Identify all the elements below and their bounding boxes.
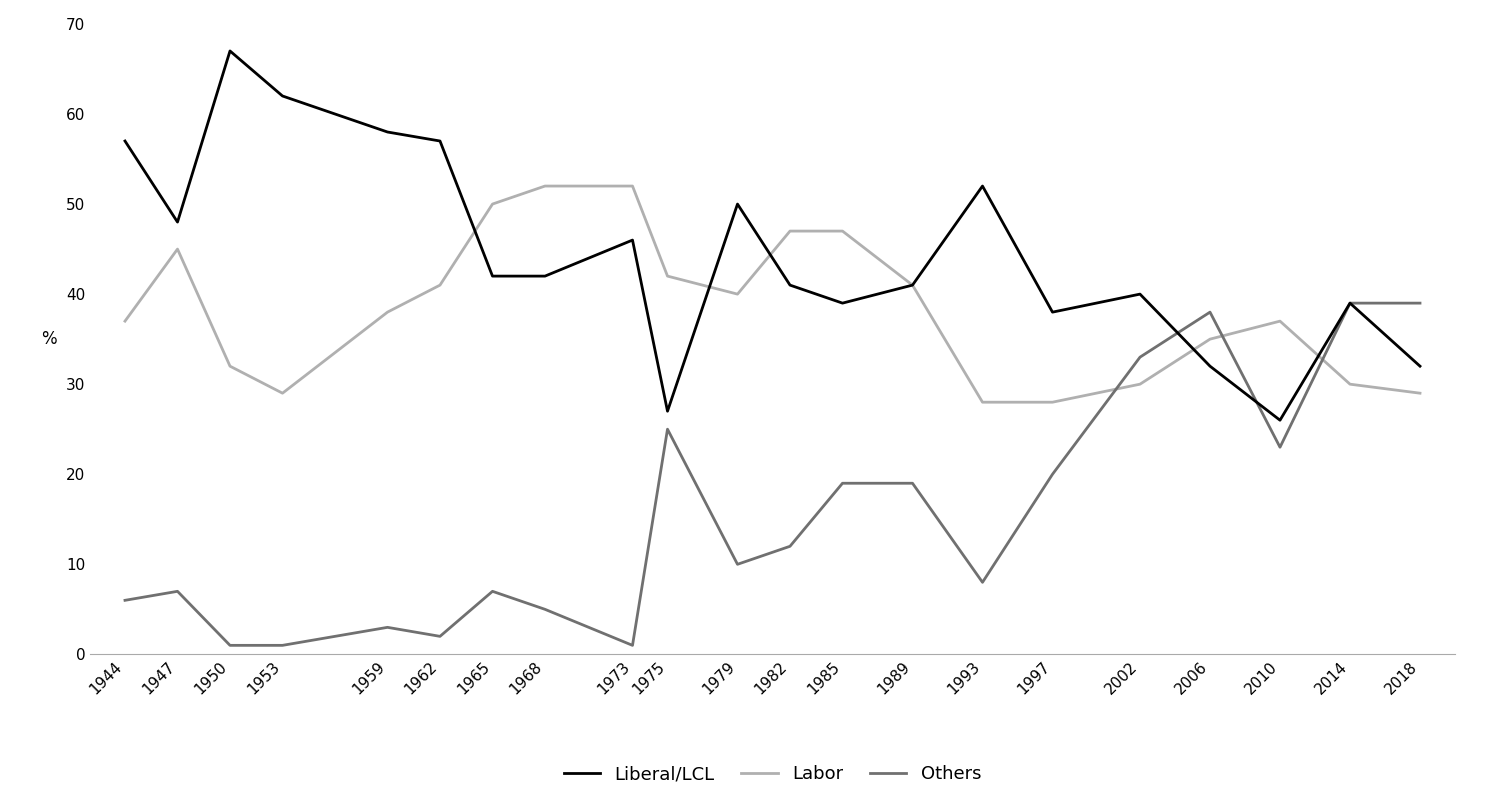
Others [536, 605, 554, 614]
Labor [273, 389, 291, 398]
Liberal/LCL [220, 46, 238, 56]
Legend: Liberal/LCL, Labor, Others: Liberal/LCL, Labor, Others [556, 758, 988, 790]
Labor [116, 316, 134, 326]
Others [116, 595, 134, 605]
Y-axis label: %: % [42, 330, 57, 348]
Others [1044, 469, 1062, 479]
Others [378, 622, 396, 632]
Labor [1412, 389, 1430, 398]
Labor [378, 307, 396, 317]
Others [903, 479, 921, 488]
Others [483, 587, 501, 596]
Liberal/LCL [658, 406, 676, 416]
Liberal/LCL [1202, 361, 1219, 371]
Line: Others: Others [124, 303, 1420, 646]
Others [220, 641, 238, 650]
Others [658, 425, 676, 434]
Liberal/LCL [1044, 307, 1062, 317]
Liberal/LCL [168, 217, 186, 227]
Labor [782, 227, 800, 236]
Liberal/LCL [1131, 290, 1149, 299]
Labor [1044, 397, 1062, 407]
Liberal/LCL [430, 136, 448, 146]
Others [168, 587, 186, 596]
Liberal/LCL [903, 280, 921, 290]
Labor [1202, 334, 1219, 344]
Liberal/LCL [536, 271, 554, 281]
Others [1412, 298, 1430, 308]
Labor [1131, 379, 1149, 389]
Liberal/LCL [378, 127, 396, 136]
Others [729, 559, 747, 569]
Line: Labor: Labor [124, 186, 1420, 402]
Others [834, 479, 852, 488]
Others [1202, 307, 1219, 317]
Labor [1270, 316, 1288, 326]
Labor [903, 280, 921, 290]
Labor [624, 181, 642, 191]
Liberal/LCL [483, 271, 501, 281]
Others [1341, 298, 1359, 308]
Liberal/LCL [782, 280, 800, 290]
Liberal/LCL [729, 200, 747, 209]
Liberal/LCL [624, 235, 642, 245]
Labor [168, 244, 186, 254]
Liberal/LCL [116, 136, 134, 146]
Labor [536, 181, 554, 191]
Others [273, 641, 291, 650]
Liberal/LCL [1270, 416, 1288, 425]
Others [624, 641, 642, 650]
Liberal/LCL [1341, 298, 1359, 308]
Liberal/LCL [974, 181, 992, 191]
Labor [483, 200, 501, 209]
Labor [220, 361, 238, 371]
Others [974, 578, 992, 587]
Labor [430, 280, 448, 290]
Labor [658, 271, 676, 281]
Others [430, 631, 448, 641]
Line: Liberal/LCL: Liberal/LCL [124, 51, 1420, 421]
Labor [834, 227, 852, 236]
Others [1131, 353, 1149, 362]
Liberal/LCL [273, 91, 291, 101]
Liberal/LCL [834, 298, 852, 308]
Others [1270, 442, 1288, 452]
Labor [729, 290, 747, 299]
Liberal/LCL [1412, 361, 1430, 371]
Labor [1341, 379, 1359, 389]
Labor [974, 397, 992, 407]
Others [782, 542, 800, 551]
